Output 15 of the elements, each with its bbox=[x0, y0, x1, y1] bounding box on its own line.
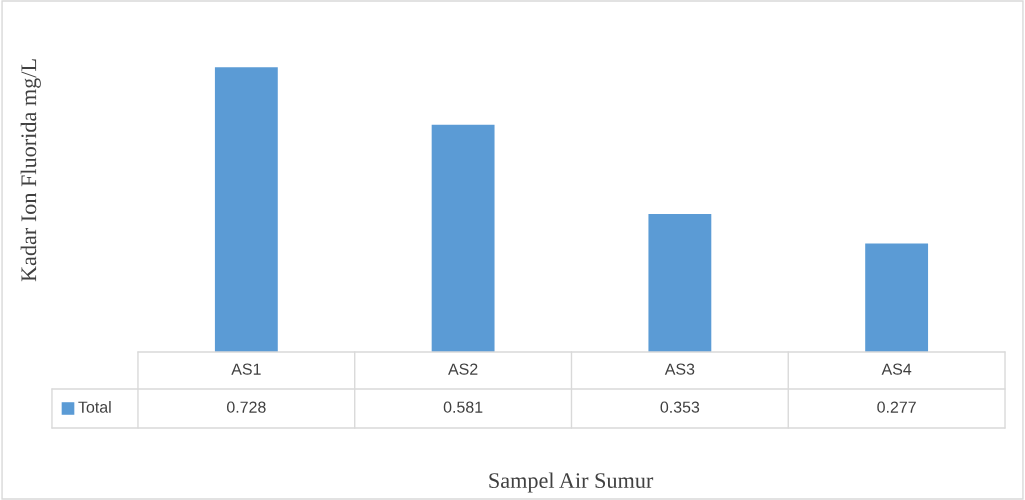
y-axis-title: Kadar Ion Fluorida mg/L bbox=[20, 59, 41, 282]
x-tick-label: AS2 bbox=[448, 363, 478, 375]
x-tick-label: AS1 bbox=[231, 363, 261, 375]
x-axis-title: Sampel Air Sumur bbox=[489, 472, 654, 493]
x-tick-label: AS3 bbox=[664, 363, 695, 375]
bar bbox=[865, 243, 929, 352]
data-label: 0.353 bbox=[660, 401, 700, 413]
data-label: 0.728 bbox=[226, 401, 266, 413]
bar bbox=[214, 67, 278, 352]
x-tick-label: AS4 bbox=[881, 363, 912, 375]
bar bbox=[648, 213, 712, 352]
legend-label: Total bbox=[78, 401, 111, 413]
bar bbox=[431, 124, 495, 352]
data-label: 0.277 bbox=[877, 401, 916, 413]
data-label: 0.581 bbox=[443, 401, 483, 413]
